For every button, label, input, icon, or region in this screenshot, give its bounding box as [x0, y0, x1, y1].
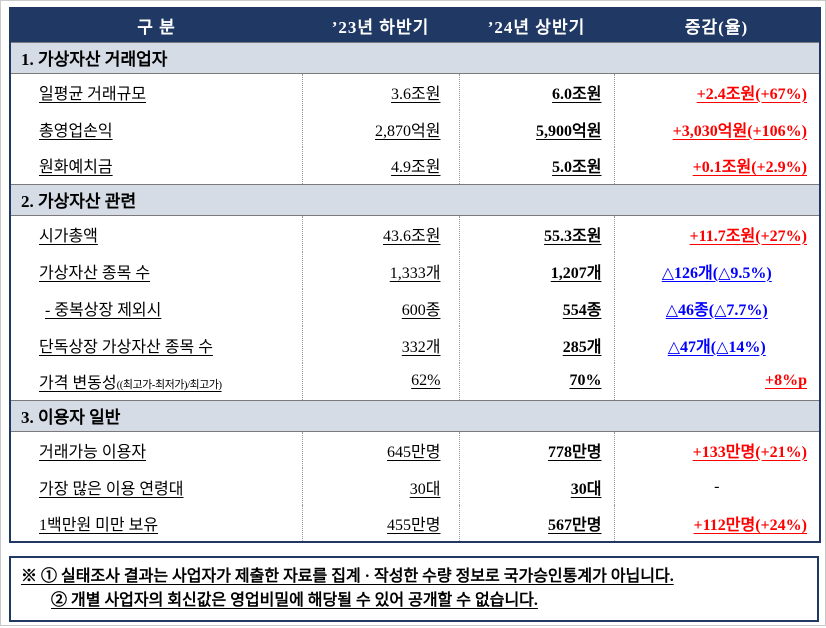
row-label: 가격 변동성((최고가-최저가)/최고가)	[10, 363, 302, 400]
section-row-users: 3. 이용자 일반	[10, 399, 820, 432]
value-curr: 285개	[458, 326, 614, 363]
table-row: 일평균 거래규모 3.6조원 6.0조원 +2.4조원(+67%)	[10, 73, 820, 110]
value-prev: 3.6조원	[301, 73, 459, 110]
value-curr: 70%	[458, 363, 614, 400]
value-curr: 5,900억원	[458, 110, 614, 147]
value-prev: 4.9조원	[301, 147, 459, 184]
value-change: +3,030억원(+106%)	[613, 110, 820, 147]
footnote-box: ※ ① 실태조사 결과는 사업자가 제출한 자료를 집계 · 작성한 수량 정보…	[9, 556, 819, 622]
row-label: 거래가능 이용자	[39, 443, 147, 461]
col-header-change: 증감(율)	[614, 8, 820, 42]
value-prev: 455만명	[301, 505, 459, 542]
table-row: 가장 많은 이용 연령대 30대 30대 -	[10, 468, 820, 505]
value-change: +11.7조원(+27%)	[613, 215, 820, 252]
row-label: 총영업손익	[39, 122, 113, 140]
value-change: +8%p	[613, 363, 820, 400]
value-curr: 6.0조원	[458, 73, 614, 110]
value-curr: 30대	[458, 468, 614, 505]
table-row: 거래가능 이용자 645만명 778만명 +133만명(+21%)	[10, 431, 820, 468]
value-prev: 43.6조원	[301, 215, 459, 252]
table-row: 가상자산 종목 수 1,333개 1,207개 △126개(△9.5%)	[10, 252, 820, 289]
table-row: 시가총액 43.6조원 55.3조원 +11.7조원(+27%)	[10, 215, 820, 252]
value-change: △47개(△14%)	[613, 326, 820, 363]
col-header-2024-h1: ’24년 상반기	[459, 8, 614, 42]
value-change: +133만명(+21%)	[613, 431, 820, 468]
table-row: 총영업손익 2,870억원 5,900억원 +3,030억원(+106%)	[10, 110, 820, 147]
value-prev: 600종	[301, 289, 459, 326]
value-curr: 778만명	[458, 431, 614, 468]
row-label: 시가총액	[39, 227, 98, 245]
table-row: 단독상장 가상자산 종목 수 332개 285개 △47개(△14%)	[10, 326, 820, 363]
col-header-2023-h2: ’23년 하반기	[302, 8, 459, 42]
value-change: +0.1조원(+2.9%)	[613, 147, 820, 184]
value-curr: 567만명	[458, 505, 614, 542]
value-change: +112만명(+24%)	[613, 505, 820, 542]
row-label-text: 가격 변동성	[39, 375, 117, 393]
row-label: 가상자산 종목 수	[39, 264, 151, 282]
value-prev: 332개	[301, 326, 459, 363]
header-row: 구 분 ’23년 하반기 ’24년 상반기 증감(율)	[10, 8, 820, 42]
table-row: 1백만원 미만 보유 455만명 567만명 +112만명(+24%)	[10, 505, 820, 542]
value-curr: 5.0조원	[458, 147, 614, 184]
value-change: -	[613, 468, 820, 505]
value-prev: 30대	[301, 468, 459, 505]
value-prev: 645만명	[301, 431, 459, 468]
value-prev: 62%	[301, 363, 459, 400]
table-row: 원화예치금 4.9조원 5.0조원 +0.1조원(+2.9%)	[10, 147, 820, 184]
value-curr: 55.3조원	[458, 215, 614, 252]
value-change: +2.4조원(+67%)	[613, 73, 820, 110]
value-curr: 554종	[458, 289, 614, 326]
row-label: - 중복상장 제외시	[45, 301, 162, 319]
section-title: 2. 가상자산 관련	[10, 183, 820, 216]
section-title: 3. 이용자 일반	[10, 399, 820, 432]
value-change: △46종(△7.7%)	[613, 289, 820, 326]
value-prev: 1,333개	[301, 252, 459, 289]
row-label: 가장 많은 이용 연령대	[39, 480, 184, 498]
footnote-line-2: ② 개별 사업자의 회신값은 영업비밀에 해당될 수 있어 공개할 수 없습니다…	[51, 592, 538, 609]
row-label-note: ((최고가-최저가)/최고가)	[116, 379, 222, 392]
section-row-exchanges: 1. 가상자산 거래업자	[10, 41, 820, 74]
footnote-line-1: ※ ① 실태조사 결과는 사업자가 제출한 자료를 집계 · 작성한 수량 정보…	[21, 568, 674, 585]
section-row-assets: 2. 가상자산 관련	[10, 183, 820, 216]
table-row: - 중복상장 제외시 600종 554종 △46종(△7.7%)	[10, 289, 820, 326]
row-label: 1백만원 미만 보유	[39, 517, 159, 534]
row-label: 단독상장 가상자산 종목 수	[39, 338, 213, 356]
value-prev: 2,870억원	[301, 110, 459, 147]
row-label: 원화예치금	[39, 159, 113, 177]
virtual-asset-stats-table: 구 분 ’23년 하반기 ’24년 상반기 증감(율) 1. 가상자산 거래업자…	[9, 7, 821, 543]
table-row: 가격 변동성((최고가-최저가)/최고가) 62% 70% +8%p	[10, 363, 820, 400]
col-header-category: 구 분	[10, 8, 302, 42]
value-curr: 1,207개	[458, 252, 614, 289]
value-change: △126개(△9.5%)	[613, 252, 820, 289]
row-label: 일평균 거래규모	[39, 85, 147, 103]
section-title: 1. 가상자산 거래업자	[10, 41, 820, 74]
